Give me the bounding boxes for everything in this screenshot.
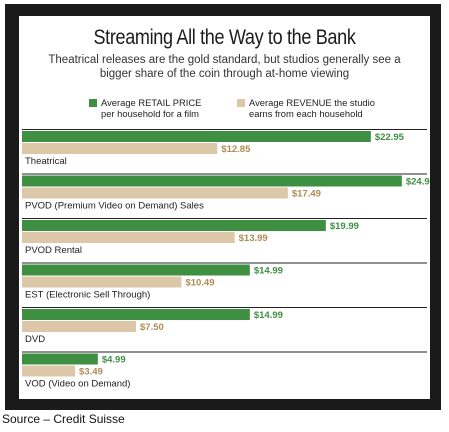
legend-revenue-line2: earns from each household	[249, 108, 363, 119]
bar-revenue	[22, 276, 182, 288]
category-label: VOD (Video on Demand)	[25, 379, 130, 390]
legend-revenue-swatch	[237, 99, 245, 107]
bar-value-label: $12.85	[221, 144, 251, 155]
bar-retail	[22, 220, 326, 231]
legend-revenue-line1: Average REVENUE the studio	[249, 97, 375, 108]
bar-value-label: $7.50	[140, 322, 164, 333]
bar-value-label: $24.99	[406, 177, 430, 188]
category-label: DVD	[25, 334, 45, 345]
category-label: EST (Electronic Sell Through)	[25, 290, 150, 301]
legend-retail-line2: per household for a film	[101, 108, 199, 119]
bar-retail	[22, 264, 250, 276]
bar-value-label: $14.99	[254, 310, 283, 321]
legend-retail-swatch	[89, 99, 97, 107]
bar-value-label: $14.99	[254, 266, 283, 277]
category-label: PVOD Rental	[25, 245, 82, 256]
bar-revenue	[22, 321, 136, 332]
bar-value-label: $22.95	[375, 132, 405, 143]
legend-retail-line1: Average RETAIL PRICE	[101, 97, 202, 108]
bar-revenue	[22, 232, 235, 243]
chart-title: Streaming All the Way to the Bank	[93, 26, 356, 49]
chart-subtitle: Theatrical releases are the gold standar…	[48, 54, 401, 80]
bar-chart: $22.95 $12.85 Theatrical $24.99 $17.49 PVOD (…	[22, 129, 430, 390]
category-label: PVOD (Premium Video on Demand) Sales	[25, 201, 204, 212]
bar-revenue	[22, 143, 218, 154]
bar-value-label: $13.99	[239, 233, 268, 244]
bar-value-label: $19.99	[330, 221, 359, 232]
bar-retail	[22, 175, 402, 187]
bar-revenue	[22, 365, 76, 377]
bar-value-label: $3.49	[79, 367, 103, 378]
source-note: Source – Credit Suisse	[2, 412, 125, 426]
bar-value-label: $10.49	[185, 278, 214, 289]
chart-panel: Streaming All the Way to the Bank Theatr…	[19, 16, 430, 399]
bar-value-label: $4.99	[102, 355, 126, 366]
bar-retail	[22, 309, 250, 320]
category-label: Theatrical	[25, 156, 67, 167]
bar-value-label: $17.49	[292, 189, 321, 200]
bar-retail	[22, 353, 98, 365]
bar-revenue	[22, 187, 288, 199]
chart-frame: Streaming All the Way to the Bank Theatr…	[5, 4, 441, 410]
bar-retail	[22, 131, 371, 142]
